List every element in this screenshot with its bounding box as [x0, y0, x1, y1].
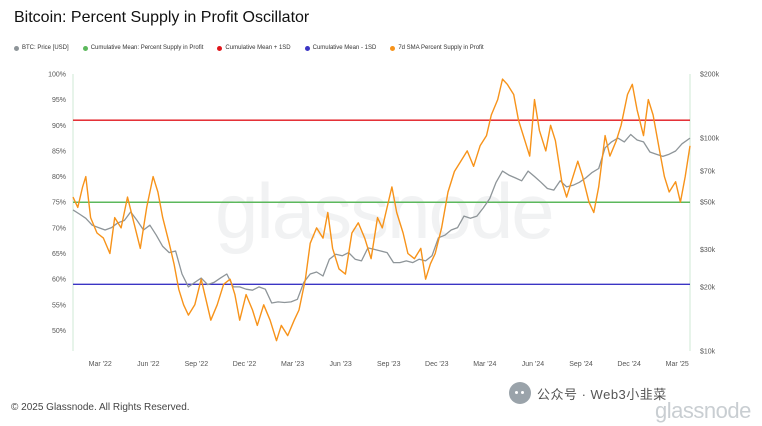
x-tick-label: Mar '25 — [666, 361, 689, 368]
wechat-watermark: 公众号 · Web3小韭菜 — [509, 382, 667, 404]
y-left-tick-label: 95% — [52, 97, 66, 104]
legend-item-mean-plus-1sd[interactable]: Cumulative Mean + 1SD — [217, 45, 291, 51]
legend-swatch — [304, 45, 310, 51]
x-tick-label: Dec '23 — [425, 361, 449, 368]
legend-label: 7d SMA Percent Supply in Profit — [398, 45, 484, 51]
y-right-tick-label: $30k — [700, 247, 716, 254]
y-left-tick-label: 80% — [52, 174, 66, 181]
legend-swatch — [217, 45, 223, 51]
x-tick-label: Mar '24 — [473, 361, 496, 368]
y-right-tick-label: $50k — [700, 200, 716, 207]
legend-label: BTC: Price [USD] — [22, 45, 69, 51]
x-tick-label: Sep '24 — [569, 361, 593, 368]
y-left-tick-label: 50% — [52, 328, 66, 335]
x-tick-label: Jun '24 — [522, 361, 544, 368]
legend-item-cumulative-mean[interactable]: Cumulative Mean: Percent Supply in Profi… — [82, 45, 204, 51]
y-right-tick-label: $70k — [700, 169, 716, 176]
y-left-tick-label: 100% — [48, 72, 66, 79]
legend-swatch — [14, 45, 19, 51]
y-right-tick-label: $100k — [700, 136, 720, 143]
y-left-tick-label: 85% — [52, 148, 66, 155]
x-tick-label: Jun '22 — [137, 361, 159, 368]
x-tick-label: Sep '22 — [185, 361, 209, 368]
x-tick-label: Mar '22 — [89, 361, 112, 368]
legend-label: Cumulative Mean - 1SD — [312, 45, 377, 51]
y-right-tick-label: $20k — [700, 284, 716, 291]
x-tick-label: Dec '22 — [233, 361, 257, 368]
y-left-tick-label: 65% — [52, 251, 66, 258]
glassnode-logo-text: glassnode — [655, 398, 751, 423]
wechat-icon — [509, 382, 531, 404]
y-left-tick-label: 70% — [52, 225, 66, 232]
y-left-tick-label: 75% — [52, 200, 66, 207]
watermark-text: 公众号 · Web3小韭菜 — [537, 386, 667, 402]
glassnode-watermark-large: glassnode — [215, 167, 555, 255]
y-left-tick-label: 60% — [52, 277, 66, 284]
y-right-tick-label: $10k — [700, 349, 716, 356]
legend-swatch — [82, 45, 88, 51]
y-left-tick-label: 90% — [52, 123, 66, 130]
chart-title: Bitcoin: Percent Supply in Profit Oscill… — [14, 9, 310, 26]
copyright-footer: © 2025 Glassnode. All Rights Reserved. — [11, 402, 190, 413]
x-tick-label: Dec '24 — [617, 361, 641, 368]
legend-item-btc-price[interactable]: BTC: Price [USD] — [14, 45, 69, 51]
chart-legend: BTC: Price [USD] Cumulative Mean: Percen… — [14, 45, 484, 51]
legend-swatch — [390, 45, 396, 51]
legend-item-mean-minus-1sd[interactable]: Cumulative Mean - 1SD — [304, 45, 377, 51]
btc-price-line — [72, 133, 691, 304]
sma-supply-in-profit-line — [72, 78, 691, 342]
y-left-tick-label: 55% — [52, 302, 66, 309]
x-tick-label: Mar '23 — [281, 361, 304, 368]
legend-item-7d-sma[interactable]: 7d SMA Percent Supply in Profit — [390, 45, 484, 51]
legend-label: Cumulative Mean + 1SD — [225, 45, 291, 51]
x-tick-label: Jun '23 — [329, 361, 351, 368]
legend-label: Cumulative Mean: Percent Supply in Profi… — [90, 45, 204, 51]
y-right-tick-label: $200k — [700, 72, 720, 79]
x-tick-label: Sep '23 — [377, 361, 401, 368]
